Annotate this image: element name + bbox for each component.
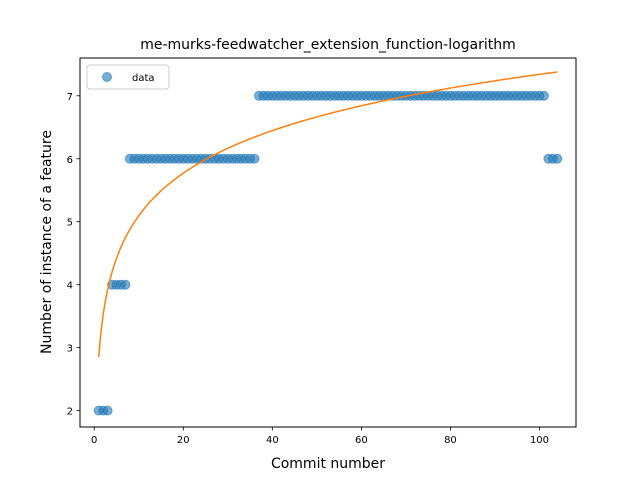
chart-title: me-murks-feedwatcher_extension_function-… <box>140 37 516 53</box>
x-tick-label: 60 <box>355 435 368 446</box>
legend-box <box>86 64 170 90</box>
x-tick-label: 20 <box>177 435 190 446</box>
y-axis-ticks: 2 3 4 5 6 7 <box>67 92 80 418</box>
legend-marker <box>102 72 112 82</box>
y-tick-label: 2 <box>67 407 73 418</box>
x-tick-label: 100 <box>530 435 549 446</box>
legend: data <box>86 64 170 90</box>
data-point <box>102 405 113 416</box>
x-tick-label: 80 <box>444 435 457 446</box>
x-axis-ticks: 0 20 40 60 80 100 <box>91 427 549 446</box>
plot-marks <box>93 71 563 416</box>
y-tick-label: 4 <box>67 281 73 292</box>
fit-line <box>97 71 558 358</box>
y-tick-label: 7 <box>67 92 73 103</box>
plot-frame <box>79 57 577 428</box>
data-point <box>120 279 131 290</box>
data-point <box>538 90 549 101</box>
x-axis-label: Commit number <box>271 456 385 472</box>
x-tick-label: 40 <box>266 435 279 446</box>
y-tick-label: 3 <box>67 344 73 355</box>
y-tick-label: 6 <box>67 155 73 166</box>
y-tick-label: 5 <box>67 218 73 229</box>
y-axis-label: Number of instance of a feature <box>39 130 55 354</box>
data-point <box>552 153 563 164</box>
data-point <box>249 153 260 164</box>
legend-label-data: data <box>132 73 155 84</box>
x-tick-label: 0 <box>91 435 97 446</box>
